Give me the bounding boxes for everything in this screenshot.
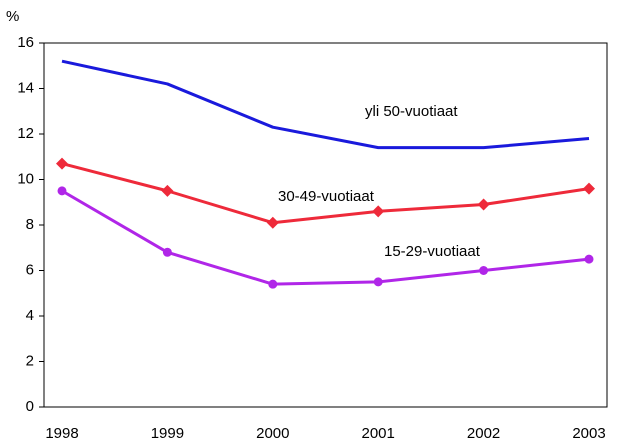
x-tick-label: 2003 — [572, 425, 605, 442]
y-tick-label: 12 — [17, 125, 34, 142]
series-label: yli 50-vuotiaat — [365, 103, 458, 120]
y-tick-label: 10 — [17, 170, 34, 187]
y-tick-label: 2 — [26, 352, 34, 369]
plot-frame — [43, 42, 608, 408]
point — [266, 216, 279, 229]
point — [373, 277, 383, 287]
point — [477, 198, 490, 211]
point — [583, 182, 595, 195]
point — [161, 184, 174, 197]
series-line — [61, 59, 590, 150]
series-label: 30-49-vuotiaat — [278, 188, 375, 205]
x-tick-label: 1998 — [45, 425, 78, 442]
series-line — [61, 162, 590, 225]
point — [162, 247, 172, 257]
x-tick-label: 2001 — [362, 425, 395, 442]
point — [268, 279, 278, 289]
point — [479, 266, 489, 275]
x-tick-label: 2002 — [467, 425, 500, 442]
series-label: 15-29-vuotiaat — [384, 243, 481, 260]
y-tick-label: 0 — [26, 398, 34, 415]
point — [57, 186, 67, 196]
x-tick-label: 2000 — [256, 425, 289, 442]
x-tick-label: 1999 — [151, 425, 184, 442]
y-tick-label: 14 — [17, 79, 34, 96]
point — [584, 254, 594, 264]
y-tick-label: 16 — [17, 34, 34, 51]
y-tick-label: 6 — [26, 261, 34, 278]
point — [56, 157, 68, 170]
series-line — [61, 189, 590, 286]
y-tick-label: 4 — [26, 307, 34, 324]
point — [372, 205, 385, 218]
y-tick-label: 8 — [26, 216, 34, 233]
y-axis-label: % — [6, 8, 19, 25]
